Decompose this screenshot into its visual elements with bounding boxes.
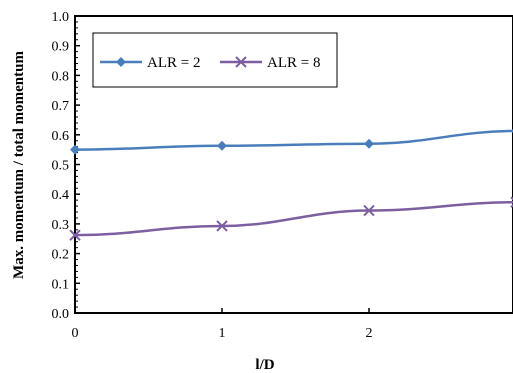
y-tick-label: 0.3 — [52, 218, 70, 233]
y-tick-label: 0.4 — [52, 188, 70, 203]
y-tick-label: 0.6 — [52, 129, 70, 144]
series-line-1 — [74, 129, 513, 151]
y-axis-ticks: 0.0 0.1 0.2 0.3 0.4 0.5 0.6 0.7 0.8 0.9 1.0 — [52, 10, 80, 322]
y-tick-label: 0.0 — [52, 307, 70, 322]
legend-box — [92, 32, 338, 88]
y-axis-title: Max. momentum / total momentum — [11, 51, 27, 279]
y-tick-label: 0.7 — [52, 99, 70, 114]
data-point-x — [363, 204, 375, 217]
legend-label-alr8: ALR = 8 — [267, 55, 320, 71]
data-point-diamond — [70, 144, 80, 155]
y-tick-label: 1.0 — [52, 10, 70, 25]
y-tick-label: 0.8 — [52, 69, 70, 84]
legend-marker-alr8 — [235, 56, 247, 68]
data-point-diamond — [364, 138, 374, 149]
legend-marker-alr2 — [116, 57, 126, 67]
data-point-x — [216, 220, 228, 232]
y-tick-label: 0.5 — [52, 159, 70, 174]
x-tick-label: 2 — [366, 326, 373, 341]
x-axis-title: l/D — [255, 357, 274, 373]
legend: ALR = 2 ALR = 8 — [92, 32, 338, 88]
legend-label-alr2: ALR = 2 — [147, 55, 200, 71]
data-point-diamond — [217, 140, 227, 151]
y-tick-label: 0.9 — [52, 40, 70, 55]
x-tick-label: 0 — [72, 326, 79, 341]
x-tick-label: 1 — [219, 326, 226, 341]
data-point-x — [69, 229, 81, 241]
y-tick-label: 0.2 — [52, 248, 70, 263]
series-line-2 — [74, 200, 513, 237]
y-tick-label: 0.1 — [52, 277, 70, 292]
